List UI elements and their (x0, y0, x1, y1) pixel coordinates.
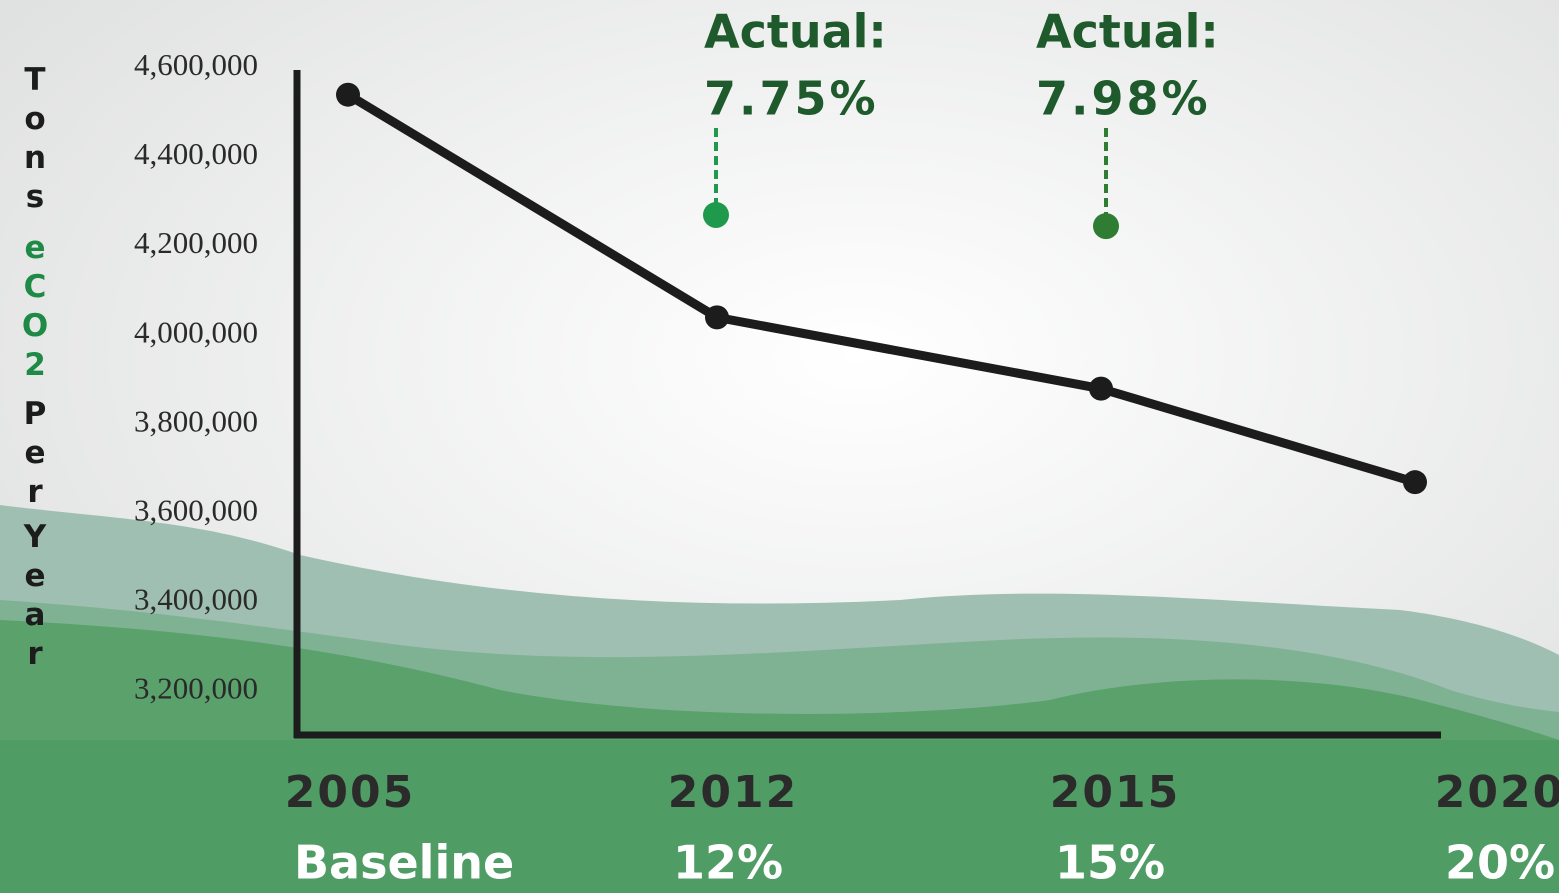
x-tick-label: 2020 (1435, 767, 1559, 818)
x-tick-label: 2015 (1050, 767, 1180, 818)
point (705, 305, 729, 330)
line (345, 90, 1417, 487)
target-label: Baseline (294, 836, 514, 890)
y-tick-label: 4,400,000 (134, 136, 258, 171)
target-label: 15% (1055, 836, 1165, 890)
y-tick-label: 3,200,000 (134, 671, 258, 706)
x-tick-label: 2005 (285, 767, 415, 818)
annotation-value: 7.75% (704, 72, 879, 126)
y-label-word: Year (17, 519, 53, 675)
y-axis-label: Tons eCO2 Per Year (14, 62, 53, 675)
y-tick-label: 4,600,000 (134, 47, 258, 82)
annotation-value: 7.98% (1036, 72, 1211, 126)
wave (0, 740, 1559, 893)
y-tick-label: 3,400,000 (134, 582, 258, 617)
y-tick-label: 4,000,000 (134, 314, 258, 349)
target-label: 12% (673, 836, 783, 890)
point (1089, 376, 1113, 401)
y-tick-label: 3,800,000 (134, 403, 258, 438)
y-label-word: Per (17, 396, 53, 513)
y-label-word: Tons (17, 62, 53, 218)
target-label: 20% (1445, 836, 1555, 890)
annotation-point (703, 201, 729, 228)
x-tick-label: 2012 (668, 767, 798, 818)
annotation-point (1093, 213, 1119, 240)
y-tick-label: 4,200,000 (134, 225, 258, 260)
y-label-word: eCO2 (17, 230, 53, 386)
annotation-title: Actual: (1036, 5, 1219, 59)
y-tick-label: 3,600,000 (134, 492, 258, 527)
point (336, 82, 360, 107)
annotation-title: Actual: (704, 5, 887, 59)
point (1403, 470, 1427, 495)
